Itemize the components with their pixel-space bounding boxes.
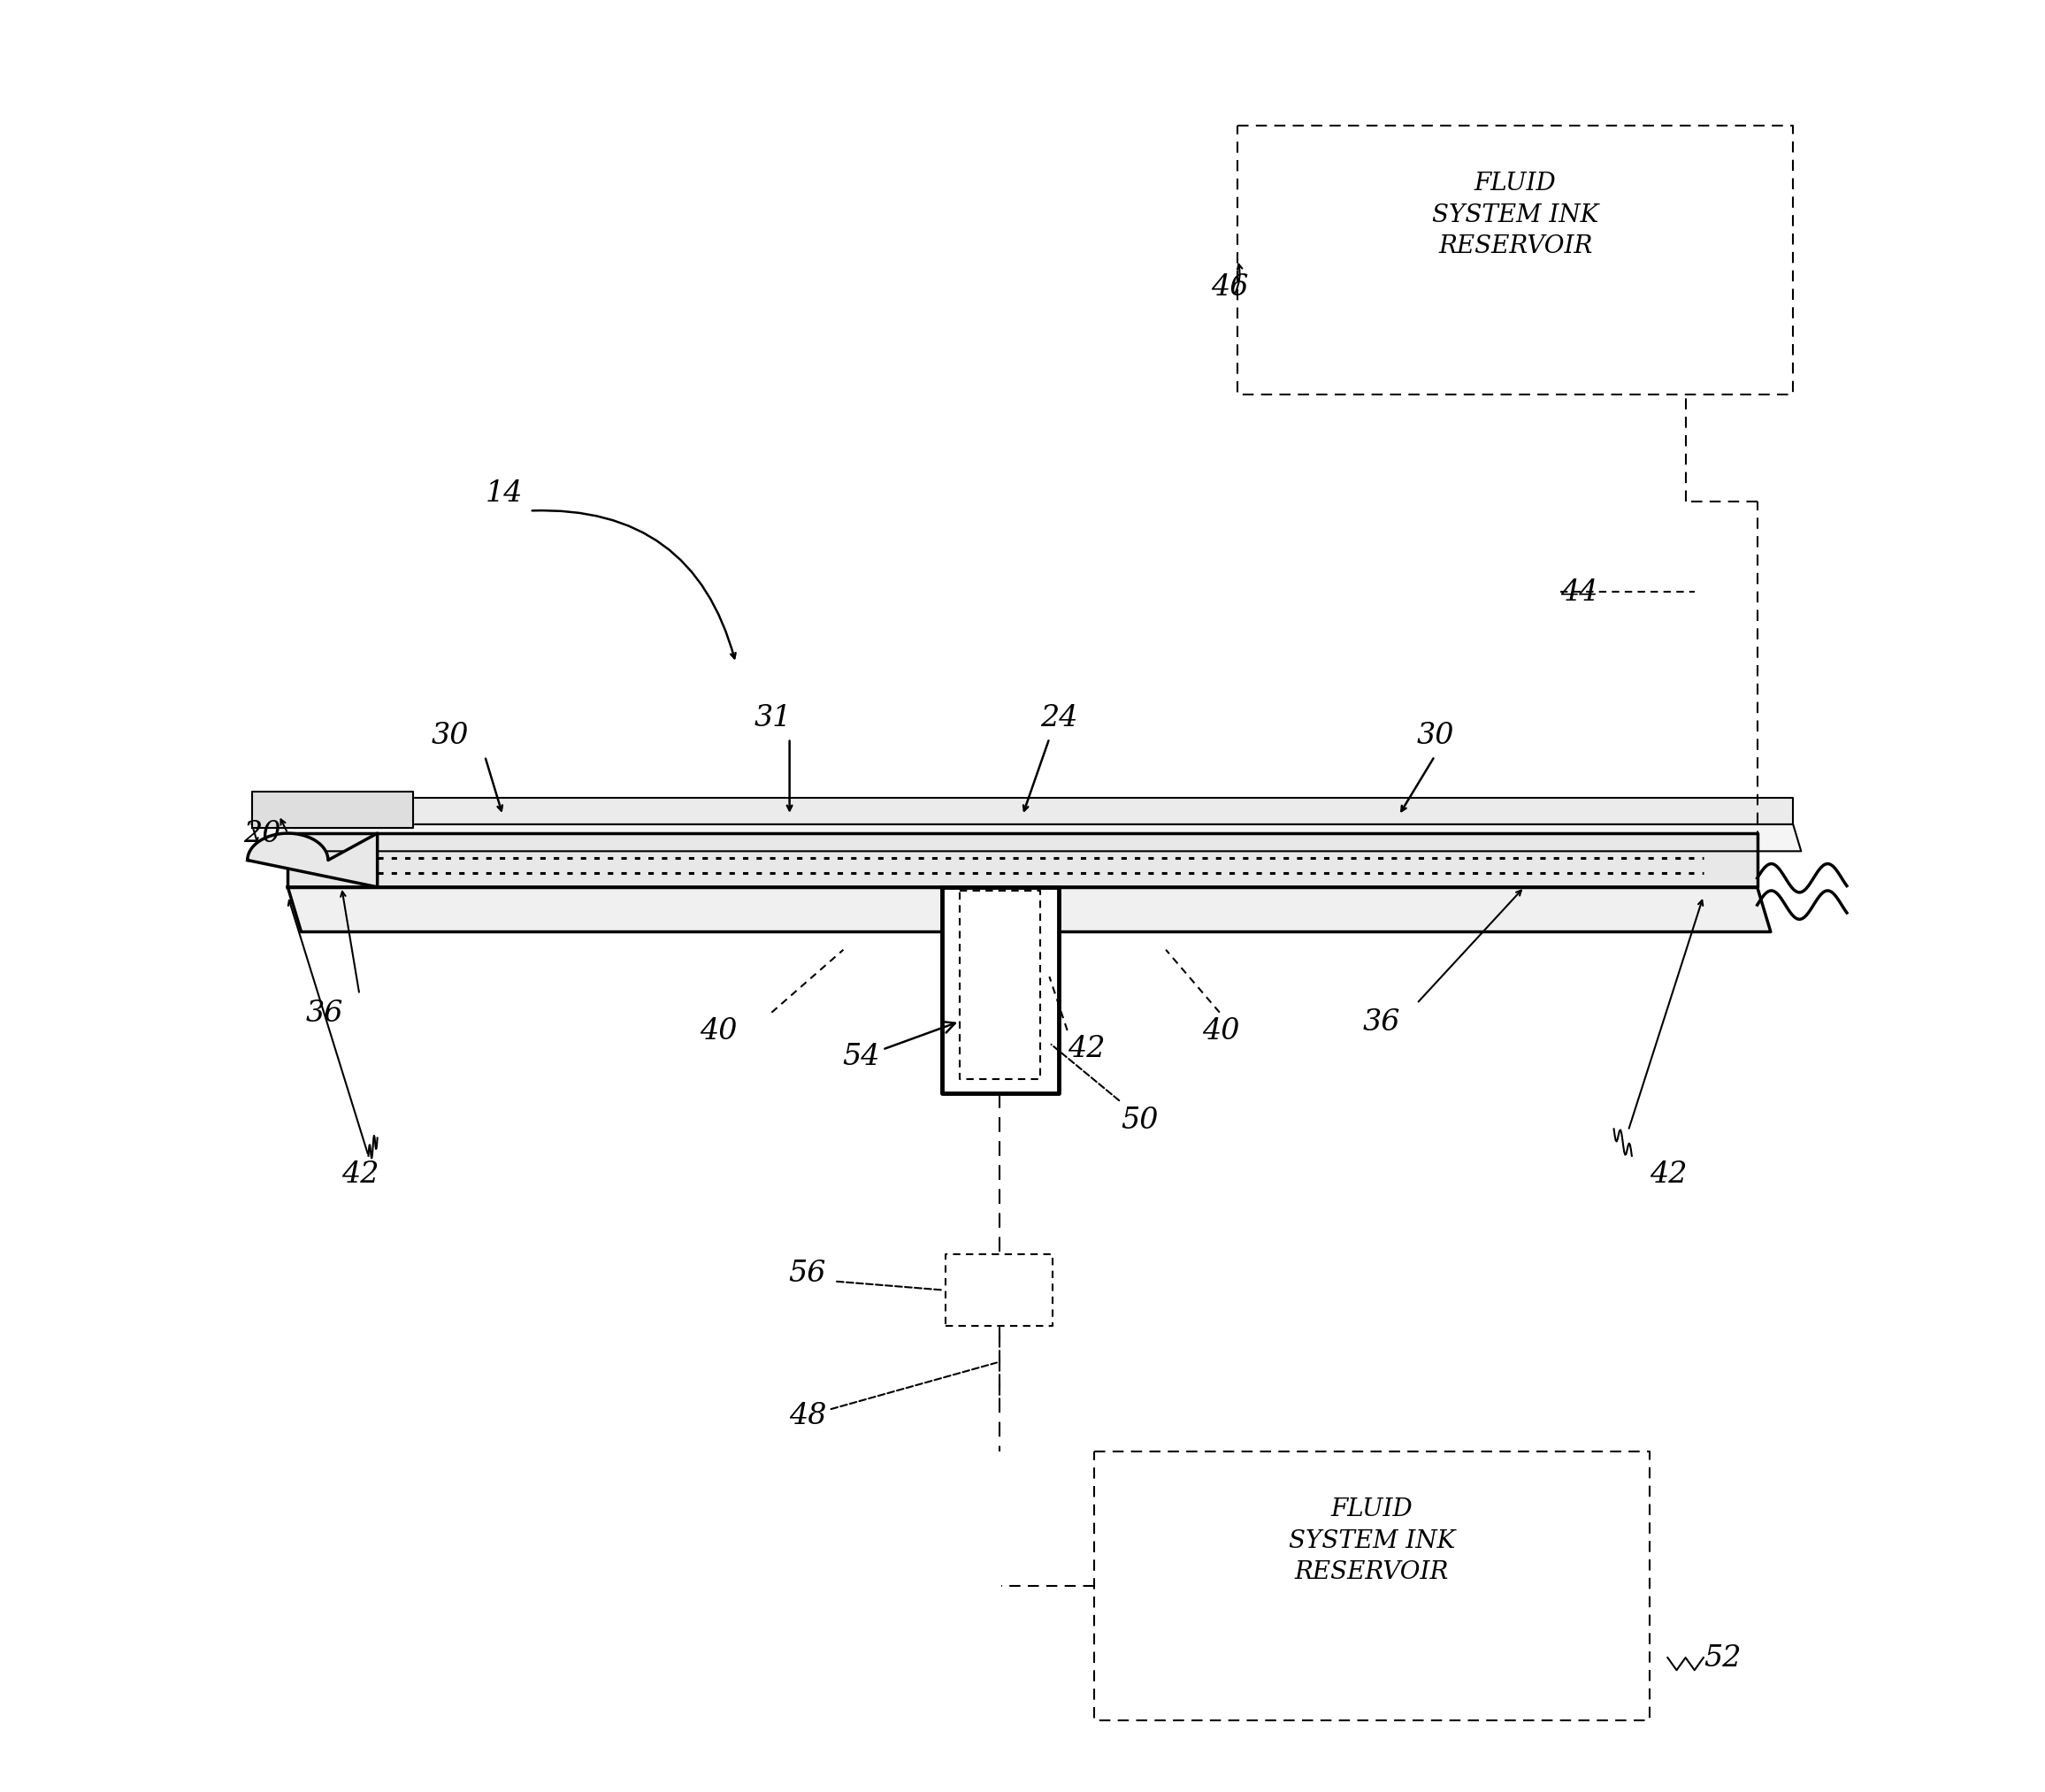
- Text: FLUID
SYSTEM INK
RESERVOIR: FLUID SYSTEM INK RESERVOIR: [1431, 172, 1599, 258]
- Text: 56: 56: [789, 1260, 826, 1287]
- Text: 20: 20: [243, 821, 280, 848]
- Polygon shape: [1237, 125, 1793, 394]
- Text: 42: 42: [342, 1161, 378, 1188]
- Text: 42: 42: [1067, 1036, 1104, 1063]
- Polygon shape: [945, 1254, 1053, 1326]
- Text: 30: 30: [1417, 722, 1454, 749]
- Text: 44: 44: [1560, 579, 1597, 606]
- Text: 36: 36: [305, 1000, 344, 1027]
- Text: FLUID
SYSTEM INK
RESERVOIR: FLUID SYSTEM INK RESERVOIR: [1288, 1498, 1456, 1584]
- Text: 31: 31: [755, 704, 791, 731]
- Text: 46: 46: [1211, 274, 1247, 301]
- Text: 48: 48: [789, 1362, 996, 1430]
- Text: 40: 40: [1202, 1018, 1239, 1045]
- Text: 50: 50: [1121, 1107, 1160, 1134]
- Text: 36: 36: [1362, 1009, 1401, 1036]
- Text: 42: 42: [1650, 1161, 1687, 1188]
- Polygon shape: [288, 887, 1771, 932]
- Text: 40: 40: [699, 1018, 738, 1045]
- Text: 30: 30: [431, 722, 468, 749]
- Polygon shape: [288, 833, 1757, 887]
- Text: 54: 54: [843, 1021, 955, 1072]
- Polygon shape: [247, 833, 378, 887]
- Text: 52: 52: [1703, 1645, 1740, 1672]
- Polygon shape: [943, 887, 1059, 1093]
- Polygon shape: [252, 824, 1802, 851]
- Polygon shape: [252, 792, 413, 828]
- Text: 24: 24: [1041, 704, 1078, 731]
- Polygon shape: [252, 797, 1793, 824]
- Text: 14: 14: [485, 480, 521, 507]
- Polygon shape: [1094, 1452, 1650, 1720]
